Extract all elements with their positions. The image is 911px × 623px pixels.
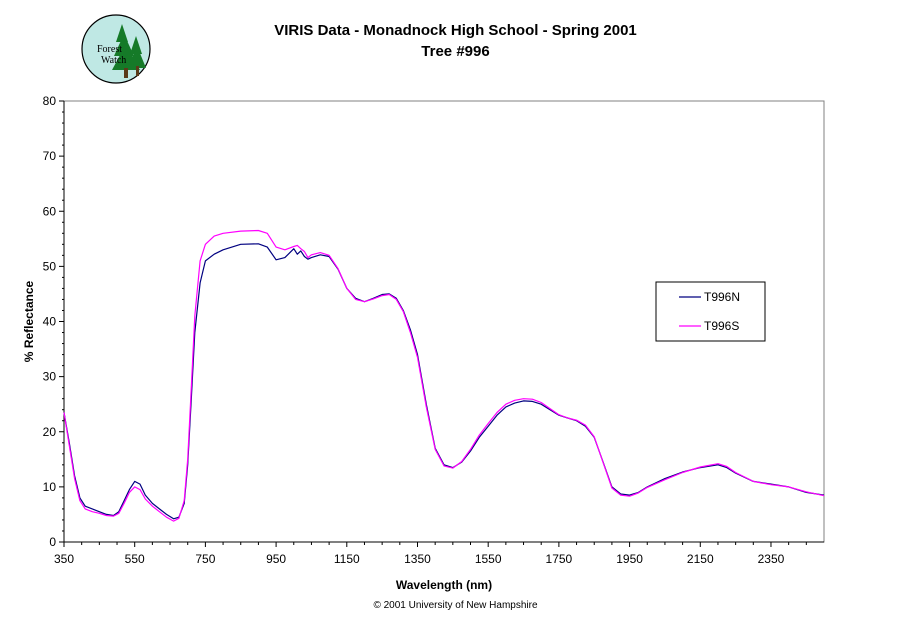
y-tick-label: 80: [43, 94, 57, 108]
x-tick-label: 1950: [616, 552, 643, 566]
logo-text-forest: Forest: [97, 44, 122, 55]
x-tick-label: 750: [195, 552, 215, 566]
x-tick-label: 1150: [334, 552, 360, 566]
y-tick-label: 0: [49, 535, 56, 549]
legend-box: [655, 281, 766, 342]
x-tick-label: 350: [54, 552, 74, 566]
x-tick-label: 2150: [687, 552, 714, 566]
legend-label-t996s: T996S: [704, 319, 739, 333]
x-tick-label: 550: [125, 552, 145, 566]
x-tick-label: 1350: [404, 552, 431, 566]
chart-subtitle: Tree #996: [421, 43, 490, 60]
y-tick-label: 30: [43, 370, 57, 384]
y-tick-label: 70: [43, 149, 57, 163]
y-tick-label: 50: [43, 259, 57, 273]
y-tick-label: 10: [43, 480, 57, 494]
chart-title: VIRIS Data - Monadnock High School - Spr…: [274, 22, 637, 39]
legend-label-t996n: T996N: [704, 290, 740, 304]
x-tick-label: 2350: [758, 552, 785, 566]
y-tick-label: 20: [43, 425, 57, 439]
series-line-t996s: [63, 229, 825, 522]
x-tick-label: 950: [266, 552, 286, 566]
forest-watch-logo: Forest Watch: [80, 14, 152, 91]
x-tick-label: 1750: [546, 552, 573, 566]
y-tick-label: 60: [43, 204, 57, 218]
x-tick-label: 1550: [475, 552, 502, 566]
copyright-text: © 2001 University of New Hampshire: [373, 600, 538, 611]
y-tick-label: 40: [43, 315, 57, 329]
y-axis-label: % Reflectance: [22, 280, 36, 362]
logo-text-watch: Watch: [101, 55, 126, 66]
x-axis-label: Wavelength (nm): [396, 578, 492, 592]
